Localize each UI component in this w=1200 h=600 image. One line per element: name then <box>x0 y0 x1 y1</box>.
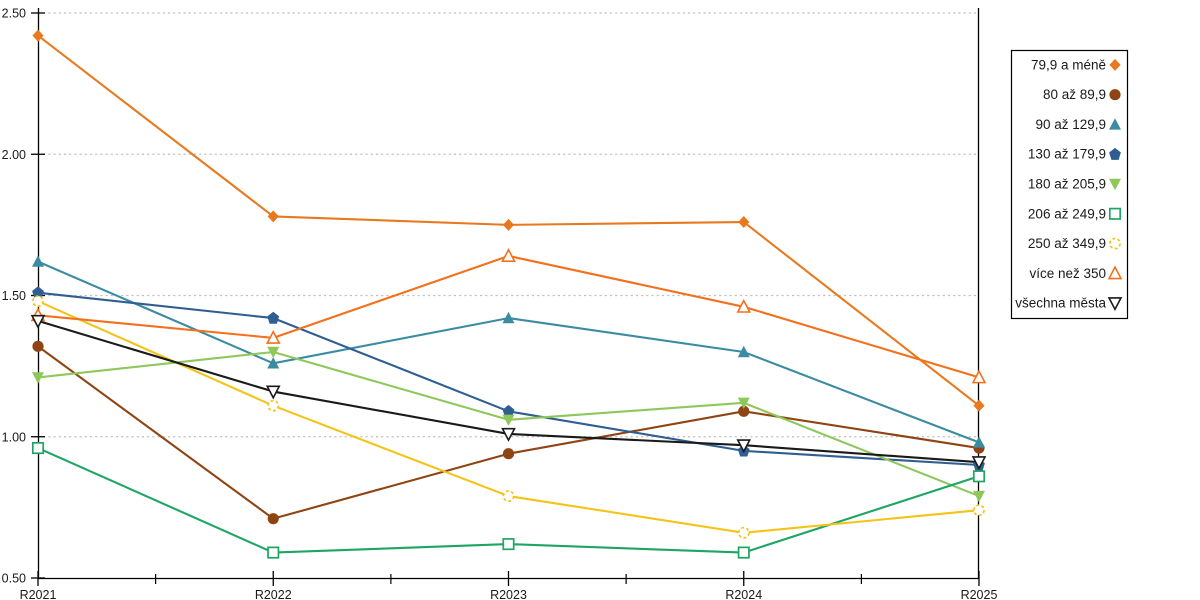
triangle-up-open-marker-icon <box>736 298 752 313</box>
circle-open-marker-icon <box>737 526 750 539</box>
y-tick-label: 2.00 <box>2 148 26 162</box>
diamond-filled-marker-icon <box>502 218 515 231</box>
circle-open-marker-icon <box>502 490 515 503</box>
legend-item-label: 206 až 249,9 <box>1028 206 1106 221</box>
triangle-up-open-marker-icon <box>501 248 516 262</box>
circle-filled-marker-icon <box>738 405 750 417</box>
x-tick-label: R2023 <box>490 588 527 600</box>
legend-item-label: 79,9 a méně <box>1031 57 1106 72</box>
triangle-down-open-marker-icon <box>1107 297 1123 312</box>
triangle-down-filled-marker-icon <box>737 397 750 410</box>
triangle-up-filled-marker-icon <box>973 436 985 448</box>
y-tick-label: 0.50 <box>2 572 26 586</box>
triangle-up-filled-marker-icon <box>1109 118 1121 130</box>
circle-open-marker-icon <box>267 399 280 412</box>
x-tick-label: R2021 <box>20 588 57 600</box>
y-tick-label: 1.50 <box>2 289 26 303</box>
circle-open-marker-icon <box>1109 237 1121 250</box>
triangle-down-open-marker-icon <box>265 385 281 400</box>
triangle-down-filled-marker-icon <box>32 372 44 384</box>
triangle-down-filled-marker-icon <box>267 346 280 359</box>
triangle-down-open-marker-icon <box>501 427 516 442</box>
circle-filled-marker-icon <box>1109 89 1121 101</box>
legend-item-label: více než 350 <box>1029 266 1106 281</box>
circle-filled-marker-icon <box>32 340 44 352</box>
triangle-up-open-marker-icon <box>971 369 987 384</box>
x-tick-label: R2022 <box>255 588 292 600</box>
legend-item-label: 90 až 129,9 <box>1035 117 1106 132</box>
diamond-filled-marker-icon <box>973 399 985 412</box>
triangle-up-filled-marker-icon <box>32 255 44 267</box>
triangle-up-open-marker-icon <box>265 329 281 344</box>
triangle-up-filled-marker-icon <box>502 311 515 324</box>
circle-filled-marker-icon <box>502 448 515 460</box>
triangle-down-open-marker-icon <box>736 439 752 454</box>
square-open-marker-icon <box>502 538 515 551</box>
diamond-filled-marker-icon <box>267 210 279 223</box>
y-tick-label: 2.50 <box>2 7 26 21</box>
triangle-down-filled-marker-icon <box>502 414 515 426</box>
square-open-marker-icon <box>737 546 750 559</box>
pentagon-filled-marker-icon <box>267 311 280 324</box>
triangle-down-open-marker-icon <box>971 456 987 471</box>
triangle-down-filled-marker-icon <box>973 490 985 503</box>
legend-item-label: 130 až 179,9 <box>1028 147 1106 162</box>
square-open-marker-icon <box>972 470 986 483</box>
pentagon-filled-marker-icon <box>502 404 515 417</box>
legend-item-label: 80 až 89,9 <box>1043 87 1106 102</box>
triangle-up-filled-marker-icon <box>737 345 750 358</box>
legend-item-label: 180 až 205,9 <box>1028 177 1106 192</box>
square-open-marker-icon <box>31 441 45 455</box>
square-open-marker-icon <box>1108 207 1122 220</box>
circle-open-marker-icon <box>973 504 985 517</box>
pentagon-filled-marker-icon <box>32 286 44 299</box>
diamond-filled-marker-icon <box>738 216 750 229</box>
square-open-marker-icon <box>267 546 280 559</box>
x-tick-label: R2025 <box>961 588 998 600</box>
triangle-up-filled-marker-icon <box>267 357 280 369</box>
triangle-down-filled-marker-icon <box>1109 178 1121 191</box>
x-tick-label: R2024 <box>725 588 762 600</box>
diamond-filled-marker-icon <box>32 29 44 42</box>
circle-filled-marker-icon <box>267 513 279 525</box>
pentagon-filled-marker-icon <box>1109 147 1121 160</box>
triangle-down-open-marker-icon <box>30 314 46 329</box>
y-tick-label: 1.00 <box>2 430 26 444</box>
legend-item-label: všechna města <box>1015 296 1106 311</box>
circle-open-marker-icon <box>32 295 44 308</box>
legend-item-label: 250 až 349,9 <box>1028 236 1106 251</box>
legend-box <box>1010 49 1129 320</box>
triangle-up-open-marker-icon <box>1107 265 1123 280</box>
